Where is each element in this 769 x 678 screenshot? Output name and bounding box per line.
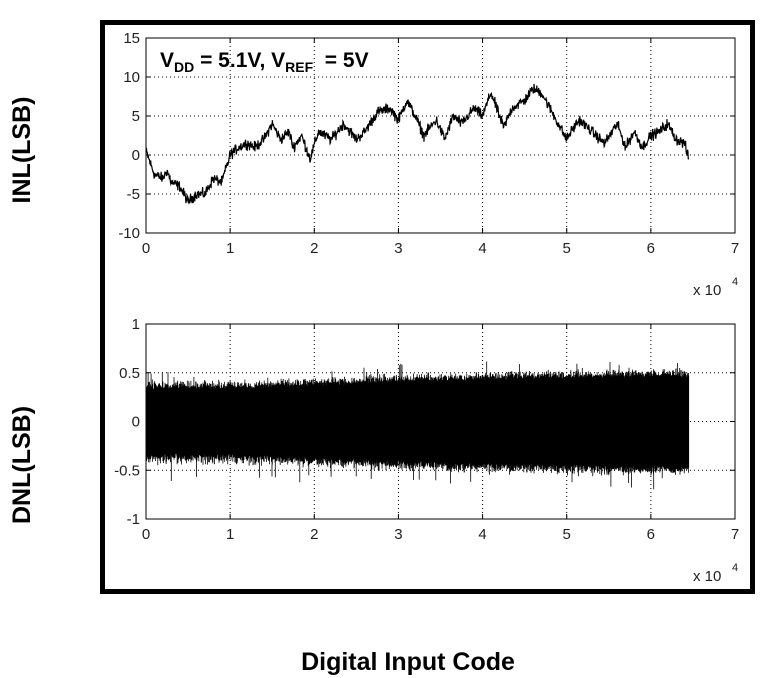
y-tick-label: -1 [127,511,140,528]
y-tick-label: 0 [132,147,140,164]
conditions-annotation: VDD = 5.1V, VREF = 5V [160,49,369,75]
x-tick-label: 4 [478,240,486,257]
y-tick-label: 0 [132,414,140,431]
y-tick-label: 15 [123,30,140,47]
x-tick-label: 3 [394,526,402,543]
y-tick-label: 0.5 [119,365,140,382]
x-tick-label: 4 [478,526,486,543]
x-tick-label: 6 [647,526,655,543]
figure-frame [100,20,755,594]
y-tick-label: -5 [127,186,140,203]
x-tick-label: 1 [226,526,234,543]
axes-box [145,37,736,234]
y-tick-label: -10 [118,225,140,242]
x-tick-label: 0 [142,240,150,257]
inl-y-axis-label: INL(LSB) [8,97,36,204]
x-multiplier-exponent: 4 [732,276,738,288]
x-tick-label: 2 [310,240,318,257]
x-multiplier-exponent: 4 [732,562,738,574]
x-tick-label: 5 [563,240,571,257]
x-tick-label: 7 [731,240,739,257]
dnl-plot: 0 1 2 3 4 5 6 7 -1 -0.5 0 0.5 1 x 10 4 [114,316,739,585]
x-tick-label: 2 [310,526,318,543]
x-tick-label: 3 [394,240,402,257]
inl-series-line [145,83,690,205]
x-tick-label: 7 [731,526,739,543]
y-tick-label: -0.5 [114,462,140,479]
x-multiplier-label: x 10 [693,282,721,299]
y-tick-label: 5 [132,108,140,125]
inl-plot: 0 1 2 3 4 5 6 7 -10 -5 0 5 10 15 x 10 4 [118,30,739,299]
x-tick-label: 6 [647,240,655,257]
dnl-y-axis-label: DNL(LSB) [8,406,36,524]
x-tick-label: 0 [142,526,150,543]
x-axis-label: Digital Input Code [301,648,515,676]
dnl-series-core [146,392,689,451]
x-tick-label: 5 [563,526,571,543]
y-tick-label: 1 [132,316,140,333]
x-tick-label: 1 [226,240,234,257]
y-tick-label: 10 [123,69,140,86]
x-multiplier-label: x 10 [693,568,721,585]
